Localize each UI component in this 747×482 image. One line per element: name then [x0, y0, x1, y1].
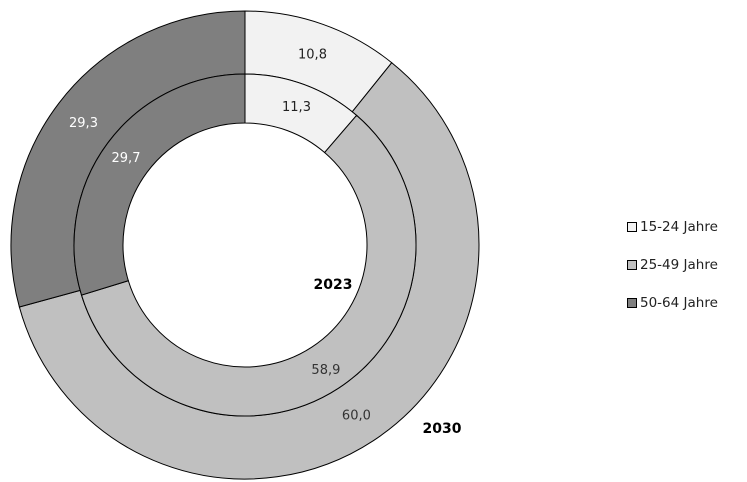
legend-label-50-64: 50-64 Jahre [640, 294, 718, 311]
ring-label-2023: 2023 [314, 277, 353, 293]
value-label-inner-25-49: 58,9 [311, 363, 340, 378]
inner-ring-2023 [73, 73, 417, 417]
legend-swatch-25-49 [627, 259, 637, 270]
legend-item-25-49: 25-49 Jahre [627, 253, 747, 276]
value-label-inner-50-64: 29,7 [112, 151, 141, 166]
value-label-outer-15-24: 10,8 [298, 48, 327, 63]
value-label-outer-25-49: 60,0 [342, 409, 371, 424]
legend-label-15-24: 15-24 Jahre [640, 218, 718, 235]
slice-inner-25-49 [80, 114, 417, 417]
ring-label-2030: 2030 [423, 421, 462, 437]
legend-label-25-49: 25-49 Jahre [640, 256, 718, 273]
legend-swatch-15-24 [627, 221, 637, 232]
donut-chart: 11,3 58,9 29,7 10,8 60,0 29,3 2023 2030 [10, 10, 480, 480]
legend-item-15-24: 15-24 Jahre [627, 215, 747, 238]
value-labels: 11,3 58,9 29,7 10,8 60,0 29,3 [69, 48, 371, 424]
value-label-inner-15-24: 11,3 [282, 100, 311, 115]
legend-swatch-50-64 [627, 297, 637, 308]
value-label-outer-50-64: 29,3 [69, 116, 98, 131]
legend: 15-24 Jahre 25-49 Jahre 50-64 Jahre [627, 215, 747, 314]
slice-inner-50-64 [73, 73, 246, 296]
legend-item-50-64: 50-64 Jahre [627, 291, 747, 314]
